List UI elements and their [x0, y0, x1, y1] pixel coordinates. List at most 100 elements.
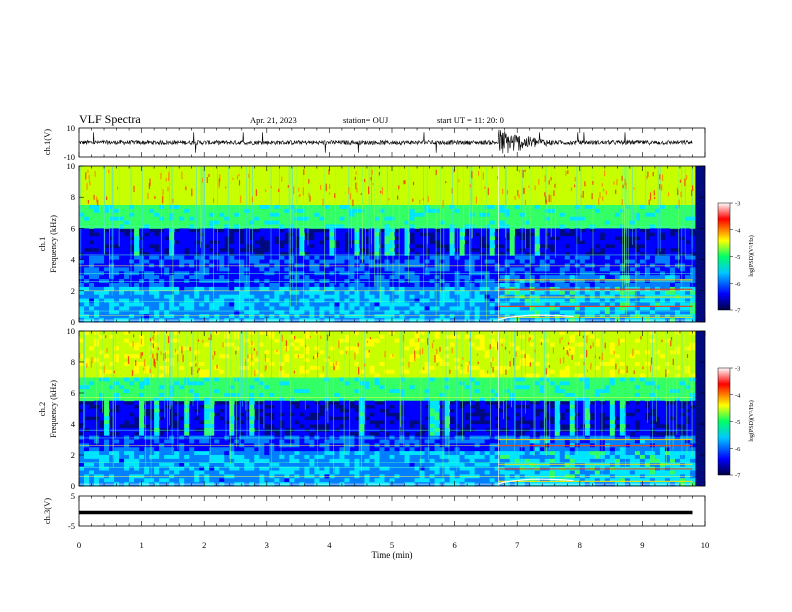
spectrogram-cell	[374, 240, 380, 245]
spectrogram-cell	[209, 314, 215, 319]
spectrogram-cell	[184, 208, 190, 214]
spectrogram-cell	[174, 251, 180, 257]
spectrogram-cell	[129, 294, 135, 299]
spectrogram-cell	[309, 193, 315, 198]
spectrogram-cell	[269, 193, 275, 198]
spectrogram-cell	[684, 177, 691, 182]
spectrogram-cell	[279, 267, 285, 272]
spectrogram-cell	[389, 216, 395, 221]
spectrogram-cell	[639, 283, 646, 288]
spectrogram-cell	[274, 189, 280, 194]
spectrogram-cell	[199, 306, 205, 311]
spectrogram-hotspot	[355, 182, 357, 190]
spectrogram-cell	[334, 169, 340, 175]
spectrogram-cell	[624, 290, 631, 296]
spectrogram-cell	[544, 275, 551, 280]
spectrogram-cell	[224, 212, 230, 218]
spectrogram-cell	[584, 283, 591, 288]
spectrogram-cell	[649, 189, 656, 194]
spectrogram-cell	[634, 197, 641, 202]
spectrogram-cell	[524, 201, 531, 206]
spectrogram-cell	[274, 283, 280, 288]
spectrogram-cell	[674, 275, 681, 280]
spectrogram-cell	[369, 236, 375, 241]
spectrogram-cell	[199, 259, 205, 264]
spectrogram-cell	[409, 220, 415, 225]
spectrogram-cell	[239, 205, 245, 210]
spectrogram-cell	[639, 314, 646, 319]
spectrogram-cell	[364, 286, 370, 292]
spectrogram-cell	[464, 294, 471, 299]
spectrogram-cell	[499, 220, 506, 225]
spectrogram-cell	[439, 294, 445, 299]
spectrogram-cell	[374, 290, 380, 296]
spectrogram-cell	[624, 177, 631, 182]
spectrogram-cell	[234, 314, 240, 319]
spectrogram-hotspot	[308, 192, 310, 197]
spectrogram-cell	[434, 193, 440, 198]
spectrogram-cell	[149, 236, 155, 241]
spectrogram-cell	[259, 294, 265, 299]
spectrogram-cell	[229, 286, 235, 292]
spectrogram-cell	[144, 181, 150, 186]
spectrogram-cell	[124, 208, 130, 214]
spectrogram-cell	[249, 259, 255, 264]
spectrogram-cell	[484, 251, 491, 257]
spectrogram-cell	[139, 244, 145, 249]
spectrogram-cell	[639, 298, 646, 303]
spectrogram-cell	[224, 286, 230, 292]
spectrogram-cell	[549, 185, 556, 190]
spectrogram-cell	[249, 251, 255, 257]
spectrogram-cell	[394, 310, 400, 315]
spectrogram-cell	[354, 166, 360, 171]
spectrogram-cell	[649, 244, 656, 249]
spectrogram-cell	[659, 283, 666, 288]
spectrogram-cell	[664, 220, 671, 225]
spectrogram-cell	[304, 286, 310, 292]
spectrogram-cell	[434, 166, 440, 171]
spectrogram-cell	[94, 228, 100, 233]
spectrogram-cell	[264, 189, 270, 194]
spectrogram-cell	[584, 228, 591, 233]
spectrogram-cell	[134, 232, 140, 237]
spectrogram-cell	[144, 201, 150, 206]
spectrogram-cell	[84, 236, 90, 241]
spectrogram-cell	[559, 189, 566, 194]
spectrogram-cell	[174, 259, 180, 264]
spectrogram-cell	[459, 251, 466, 257]
spectrogram-cell	[524, 220, 531, 225]
spectrogram-cell	[454, 267, 461, 272]
spectrogram-cell	[434, 205, 440, 210]
spectrogram-cell	[519, 259, 526, 264]
spectrogram-cell	[104, 259, 110, 264]
spectrogram-cell	[134, 220, 140, 225]
spectrogram-cell	[559, 216, 566, 221]
spectrogram-cell	[439, 177, 445, 182]
spectrogram-cell	[169, 286, 175, 292]
spectrogram-cell	[669, 197, 676, 202]
spectrogram-cell	[259, 189, 265, 194]
spectrogram-cell	[444, 310, 450, 315]
spectrogram-cell	[119, 232, 125, 237]
spectrogram-cell	[414, 208, 420, 214]
spectrogram-cell	[644, 302, 651, 307]
spectrogram-cell	[504, 169, 511, 175]
spectrogram-cell	[94, 302, 100, 307]
spectrogram-cell	[679, 185, 686, 190]
spectrogram-cell	[369, 247, 375, 253]
spectrogram-cell	[99, 197, 105, 202]
spectrogram-cell	[319, 294, 325, 299]
spectrogram-cell	[484, 208, 491, 214]
spectrogram-cell	[294, 166, 300, 171]
spectrogram-cell	[444, 177, 450, 182]
spectrogram-cell	[309, 314, 315, 319]
spectrogram-cell	[94, 298, 100, 303]
spectrogram-cell	[649, 314, 656, 319]
spectrogram-cell	[239, 177, 245, 182]
spectrogram-cell	[324, 302, 330, 307]
start-time-label: start UT = 11: 20: 0	[437, 115, 504, 125]
spectrogram-cell	[339, 216, 345, 221]
spectrogram-cell	[224, 208, 230, 214]
spectrogram-cell	[274, 193, 280, 198]
spectrogram-cell	[449, 275, 455, 280]
